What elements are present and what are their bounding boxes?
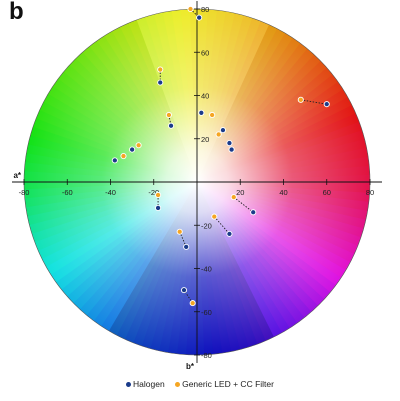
panel-letter: b <box>9 0 24 25</box>
b-axis-label: b* <box>186 362 195 371</box>
axes: -80 -60 -40 -20 20 40 60 80 80 60 40 20 -20 -40 -60 -80… <box>12 1 382 371</box>
led-dot-icon <box>175 382 181 388</box>
led-point <box>211 213 218 220</box>
halogen-point <box>129 146 136 153</box>
halogen-point <box>323 101 330 108</box>
led-point <box>230 194 237 201</box>
led-point <box>135 142 142 149</box>
b-axis-tick-label: 20 <box>201 135 209 144</box>
led-point <box>120 152 127 160</box>
halogen-point <box>226 140 233 147</box>
legend-item-halogen: Halogen <box>126 379 165 389</box>
halogen-point <box>167 122 175 129</box>
led-point <box>157 66 164 73</box>
halogen-point <box>228 146 235 153</box>
halogen-point <box>219 127 226 134</box>
halogen-point <box>155 204 162 211</box>
b-axis-tick-label: -80 <box>201 351 212 360</box>
pair-link <box>233 196 254 213</box>
pair-link <box>213 216 230 235</box>
a-axis-tick-label: -60 <box>62 188 73 197</box>
led-point <box>155 191 162 199</box>
halogen-point <box>198 109 205 116</box>
a-axis-tick-label: -40 <box>105 188 116 197</box>
legend-item-led: Generic LED + CC Filter <box>175 379 274 389</box>
b-axis-tick-label: 40 <box>201 92 209 101</box>
b-axis-tick-label: -20 <box>201 221 212 230</box>
led-point <box>189 300 196 307</box>
halogen-point <box>196 14 203 21</box>
led-point <box>176 228 183 235</box>
a-axis-tick-label: 60 <box>323 188 331 197</box>
b-axis-tick-label: 80 <box>201 5 209 14</box>
halogen-point <box>183 243 190 250</box>
legend-label-led: Generic LED + CC Filter <box>182 379 274 389</box>
a-axis-tick-label: -20 <box>148 188 159 197</box>
b-axis-tick-label: -40 <box>201 265 212 274</box>
halogen-point <box>180 287 188 294</box>
halogen-point <box>111 157 118 164</box>
data-points <box>111 5 330 307</box>
b-axis-tick-label: 60 <box>201 48 209 57</box>
legend: Halogen Generic LED + CC Filter <box>0 379 400 389</box>
led-point <box>187 5 194 13</box>
led-point <box>297 96 304 103</box>
halogen-point <box>250 209 257 216</box>
halogen-point <box>157 79 164 86</box>
a-axis-tick-label: -80 <box>19 188 30 197</box>
legend-label-halogen: Halogen <box>133 379 165 389</box>
a-axis-tick-label: 80 <box>366 188 374 197</box>
led-point <box>165 111 172 119</box>
b-axis-tick-label: -60 <box>201 308 212 317</box>
a-axis-tick-label: 20 <box>236 188 244 197</box>
a-axis-tick-label: 40 <box>279 188 287 197</box>
a-axis-label: a* <box>13 171 21 180</box>
led-point <box>209 111 216 119</box>
led-point <box>215 131 222 138</box>
pair-link <box>300 99 327 105</box>
halogen-point <box>226 230 233 237</box>
halogen-dot-icon <box>126 382 132 388</box>
